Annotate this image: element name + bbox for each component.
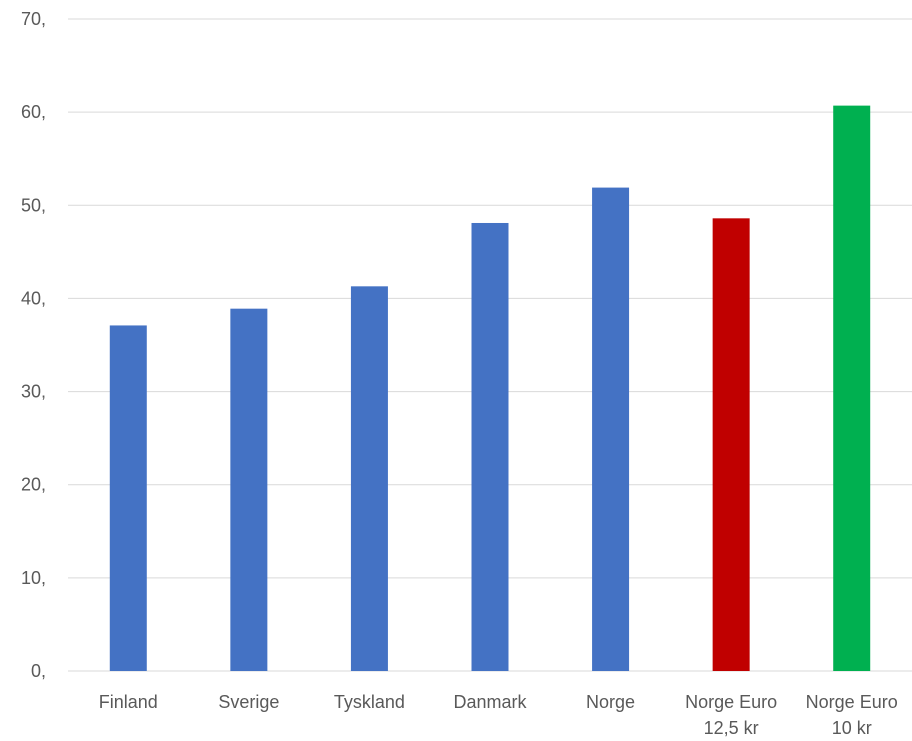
x-tick-label: Norge Euro	[685, 692, 777, 712]
x-tick-label: Norge Euro	[806, 692, 898, 712]
y-tick-label: 40,	[21, 288, 46, 308]
bar	[350, 286, 388, 671]
x-tick-label: Danmark	[453, 692, 527, 712]
y-tick-label: 70,	[21, 9, 46, 29]
x-tick-label: Finland	[99, 692, 158, 712]
bar	[230, 308, 268, 671]
bar	[592, 187, 630, 672]
bar	[109, 325, 147, 671]
bar	[471, 222, 509, 672]
x-tick-label: Tyskland	[334, 692, 405, 712]
x-tick-label: Norge	[586, 692, 635, 712]
y-tick-label: 60,	[21, 102, 46, 122]
bar	[833, 105, 871, 671]
x-tick-label: 10 kr	[832, 718, 872, 738]
y-tick-label: 10,	[21, 568, 46, 588]
y-tick-label: 30,	[21, 382, 46, 402]
y-tick-label: 50,	[21, 195, 46, 215]
y-tick-label: 0,	[31, 661, 46, 681]
y-axis-ticks: 0, 10, 20, 30, 40, 50, 60, 70,	[21, 9, 46, 681]
y-tick-label: 20,	[21, 475, 46, 495]
x-tick-label: Sverige	[218, 692, 279, 712]
x-axis-labels: Finland Sverige Tyskland Danmark Norge Norge …	[99, 692, 898, 738]
bar	[712, 218, 750, 671]
x-tick-label: 12,5 kr	[704, 718, 759, 738]
bars	[109, 105, 871, 672]
